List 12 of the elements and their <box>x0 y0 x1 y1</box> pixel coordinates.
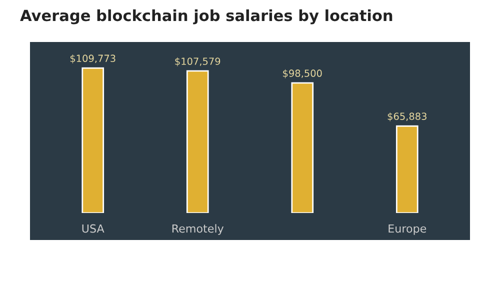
data-label: $98,500 <box>283 69 322 78</box>
data-label: $65,883 <box>388 112 426 122</box>
bar <box>291 82 314 213</box>
x-tick-label: Remotely <box>172 224 224 235</box>
bar <box>396 125 418 213</box>
x-tick-label: Europe <box>388 224 426 235</box>
chart-title: Average blockchain job salaries by location <box>20 9 392 24</box>
bar <box>82 67 104 213</box>
bar <box>186 70 209 213</box>
data-label: $109,773 <box>70 54 116 64</box>
x-tick-label: USA <box>82 224 104 233</box>
data-label: $107,579 <box>175 57 220 66</box>
